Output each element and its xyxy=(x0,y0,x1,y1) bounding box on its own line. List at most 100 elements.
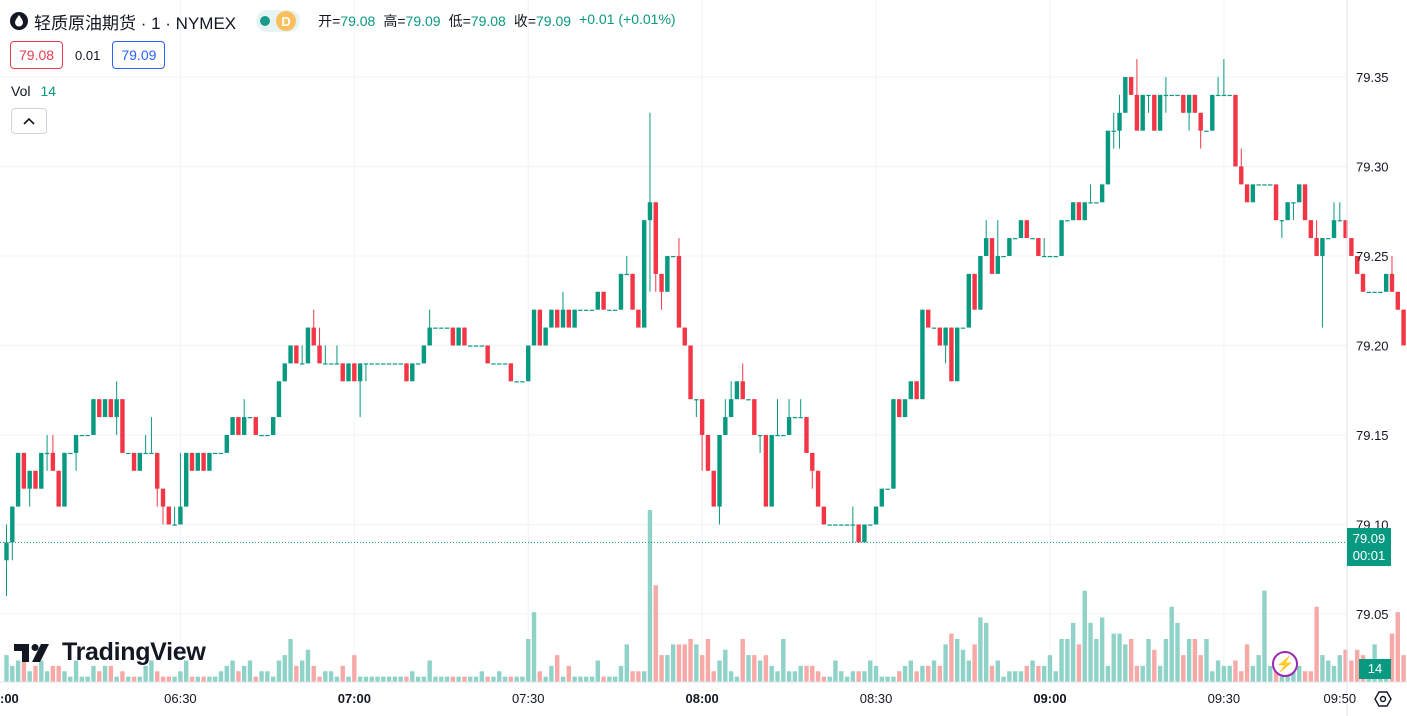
volume-bar xyxy=(1291,671,1296,682)
volume-value: 14 xyxy=(40,83,57,99)
candle-body xyxy=(717,434,722,507)
candle-body xyxy=(340,363,345,382)
candle-body xyxy=(1047,255,1053,258)
candle-body xyxy=(931,327,937,329)
candle-body xyxy=(398,363,403,365)
candle-body xyxy=(155,452,160,489)
candle-body xyxy=(97,399,102,418)
volume-bar xyxy=(526,639,531,682)
candle-body xyxy=(798,417,803,419)
volume-bar xyxy=(966,660,972,682)
volume-bar xyxy=(885,676,890,682)
candle-body xyxy=(497,363,502,365)
volume-bar xyxy=(920,665,925,682)
volume-bar xyxy=(1041,665,1047,682)
volume-bar xyxy=(1111,633,1116,682)
volume-bar xyxy=(972,644,977,682)
candle-body xyxy=(294,345,299,364)
lightning-icon[interactable]: ⚡ xyxy=(1272,651,1298,677)
volume-bar xyxy=(323,671,328,682)
volume-bar xyxy=(392,676,398,682)
tradingview-logo[interactable]: TradingView xyxy=(14,638,206,667)
volume-bar xyxy=(1036,665,1041,682)
volume-bar xyxy=(995,660,1000,682)
volume-bar xyxy=(520,676,525,682)
candle-body xyxy=(995,255,1000,274)
volume-bar xyxy=(1001,676,1006,682)
volume-bar xyxy=(1169,606,1174,682)
candle-body xyxy=(560,309,566,328)
volume-bar xyxy=(775,671,780,682)
market-open-icon xyxy=(260,16,271,26)
candle-body xyxy=(897,399,902,418)
last-price-value: 79.09 xyxy=(1352,531,1386,546)
volume-bar xyxy=(676,644,682,682)
market-status-pill[interactable]: D xyxy=(256,10,301,32)
volume-bar xyxy=(549,665,554,682)
candle-body xyxy=(1395,291,1400,310)
candle-body xyxy=(427,327,432,346)
volume-bar xyxy=(1053,671,1058,682)
candle-body xyxy=(1163,94,1169,97)
candle-body xyxy=(1314,238,1319,256)
candle-body xyxy=(763,434,769,507)
candle-body xyxy=(1326,238,1331,240)
candle-body xyxy=(1001,255,1006,258)
candle-body xyxy=(102,399,108,418)
volume-bar xyxy=(421,676,427,682)
price-tick-label: 79.35 xyxy=(1356,70,1389,85)
volume-bar xyxy=(10,665,15,682)
candle-body xyxy=(311,327,316,346)
candle-body xyxy=(792,417,798,419)
volume-bar xyxy=(960,649,966,682)
candle-body xyxy=(224,434,229,453)
candle-body xyxy=(1105,130,1111,185)
volume-bar xyxy=(1256,655,1261,682)
volume-bar xyxy=(856,671,861,682)
volume-bar xyxy=(514,676,519,682)
candle-body xyxy=(607,309,612,311)
volume-bar xyxy=(752,655,757,682)
candle-body xyxy=(1128,76,1134,95)
volume-bar xyxy=(723,649,728,682)
volume-bar xyxy=(839,671,844,682)
volume-bar xyxy=(641,671,647,682)
volume-bar xyxy=(363,676,369,682)
candle-body xyxy=(1302,184,1308,221)
candle-body xyxy=(357,363,363,382)
volume-bar xyxy=(1070,622,1076,682)
volume-bar xyxy=(833,660,838,682)
ask-button[interactable]: 79.09 xyxy=(112,41,166,69)
candle-body xyxy=(612,309,618,311)
candle-body xyxy=(1256,184,1261,186)
bid-button[interactable]: 79.08 xyxy=(10,41,64,69)
candle-body xyxy=(902,399,908,418)
volume-bar xyxy=(757,660,763,682)
volume-legend[interactable]: Vol 14 xyxy=(11,83,56,99)
volume-bar xyxy=(1244,644,1250,682)
candle-body xyxy=(462,327,467,346)
volume-bar xyxy=(137,676,143,682)
volume-bar xyxy=(601,676,606,682)
volume-bar xyxy=(189,676,195,682)
symbol-title[interactable]: 轻质原油期货 · 1 · NYMEX xyxy=(34,13,237,33)
volume-bar xyxy=(1047,655,1053,682)
collapse-legend-button[interactable] xyxy=(11,108,47,134)
settings-icon[interactable] xyxy=(1372,688,1394,710)
volume-bar xyxy=(369,676,374,682)
ohlc-low: 低=79.08 xyxy=(448,13,506,29)
candle-body xyxy=(728,399,734,418)
candle-body xyxy=(375,363,380,365)
volume-bar xyxy=(694,644,699,682)
volume-bar xyxy=(305,649,311,682)
candle-body xyxy=(1157,94,1163,131)
volume-bar xyxy=(212,676,218,682)
price-tick-label: 79.20 xyxy=(1356,338,1389,353)
volume-bar xyxy=(555,655,560,682)
volume-bar xyxy=(56,665,61,682)
volume-bar xyxy=(560,676,566,682)
volume-bar xyxy=(624,644,629,682)
volume-bar xyxy=(352,655,357,682)
